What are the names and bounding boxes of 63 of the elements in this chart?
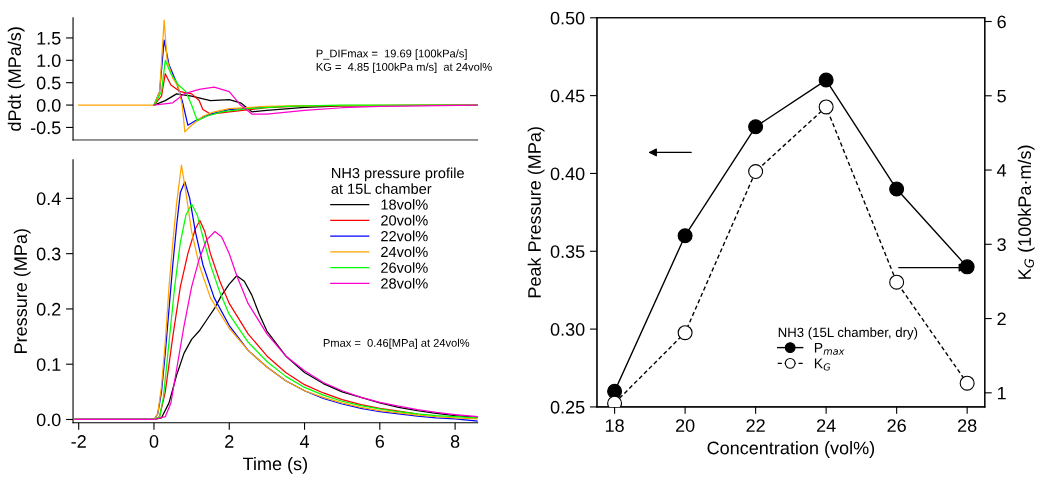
y-tick-label: 0.50 <box>550 11 585 25</box>
legend-label: 22vol% <box>381 230 428 242</box>
point <box>889 274 905 290</box>
y-tick-label: 0.3 <box>36 247 61 261</box>
annotation: P_DIFmax = 19.69 [100kPa/s] <box>316 49 467 60</box>
y-axis-title: Peak Pressure (MPa) <box>527 127 545 298</box>
y2-tick-label: 5 <box>997 89 1006 103</box>
x-tick-label: 4 <box>299 435 310 448</box>
point <box>818 99 834 115</box>
annotation: KG = 4.85 [100kPa m/s] at 24vol% <box>316 62 492 74</box>
x-tick-label: 8 <box>450 435 460 448</box>
x-axis-title: Concentration (vol%) <box>707 441 875 458</box>
legend-label: K$_{G}$ <box>814 358 831 371</box>
point <box>748 164 764 180</box>
x-tick-label: -2 <box>71 435 86 448</box>
point <box>818 72 834 88</box>
y-axis-title: Pressure (MPa) <box>13 229 31 353</box>
point <box>748 119 764 135</box>
legend-label: 24vol% <box>381 246 428 258</box>
x-tick-label: 2 <box>225 435 234 448</box>
y2-tick-label: 3 <box>997 238 1006 252</box>
y-tick-label: 0.45 <box>550 89 585 103</box>
y-tick-label: 1.0 <box>37 54 61 68</box>
y-tick-label: 0.2 <box>36 302 61 316</box>
point <box>889 181 905 197</box>
legend-label: 28vol% <box>381 277 428 289</box>
y2-tick-label: 2 <box>997 312 1006 326</box>
y2-tick-label: 1 <box>997 386 1006 400</box>
point <box>677 325 693 341</box>
x-tick-label: 24 <box>817 419 836 432</box>
y-tick-label: 0.25 <box>550 400 585 414</box>
y-tick-label: -0.5 <box>30 121 61 135</box>
y-tick-label: 0.4 <box>36 192 61 206</box>
legend-label: 26vol% <box>381 262 428 273</box>
y-tick-label: 0.0 <box>36 99 61 112</box>
y2-tick-label: 4 <box>997 164 1007 177</box>
x-tick-label: 18 <box>605 419 624 432</box>
line-series <box>153 86 478 115</box>
point <box>959 375 975 391</box>
y-tick-label: 0.40 <box>550 167 585 181</box>
y-tick-label: 0.30 <box>550 323 585 336</box>
y-tick-label: 0.1 <box>36 358 61 371</box>
y-tick-label: 0.35 <box>550 245 585 258</box>
y2-tick-label: 6 <box>997 15 1006 29</box>
legend-title: NH3 pressure profile at 15L chamber <box>331 167 464 194</box>
legend-label: P$_{max}$ <box>814 342 845 355</box>
legend-label: 20vol% <box>381 214 428 226</box>
legend-label: 18vol% <box>381 199 428 210</box>
y-tick-label: 0.0 <box>36 413 61 427</box>
legend-title: NH3 (15L chamber, dry) <box>778 327 918 340</box>
annotation: Pmax = 0.46[MPa] at 24vol% <box>323 338 470 350</box>
point <box>677 228 693 244</box>
y-tick-label: 0.5 <box>36 76 61 90</box>
y-tick-label: 1.5 <box>37 32 61 45</box>
x-tick-label: 22 <box>746 419 765 432</box>
x-tick-label: 6 <box>375 435 385 448</box>
y-axis-title: dPdt (MPa/s) <box>7 27 25 131</box>
y2-axis-title: K$_{G}$ (100kPa·m/s) <box>1017 145 1035 279</box>
x-tick-label: 0 <box>149 435 159 448</box>
x-tick-label: 28 <box>958 419 977 432</box>
x-axis-title: Time (s) <box>243 456 307 474</box>
x-tick-label: 26 <box>887 419 906 432</box>
x-tick-label: 20 <box>675 419 695 432</box>
